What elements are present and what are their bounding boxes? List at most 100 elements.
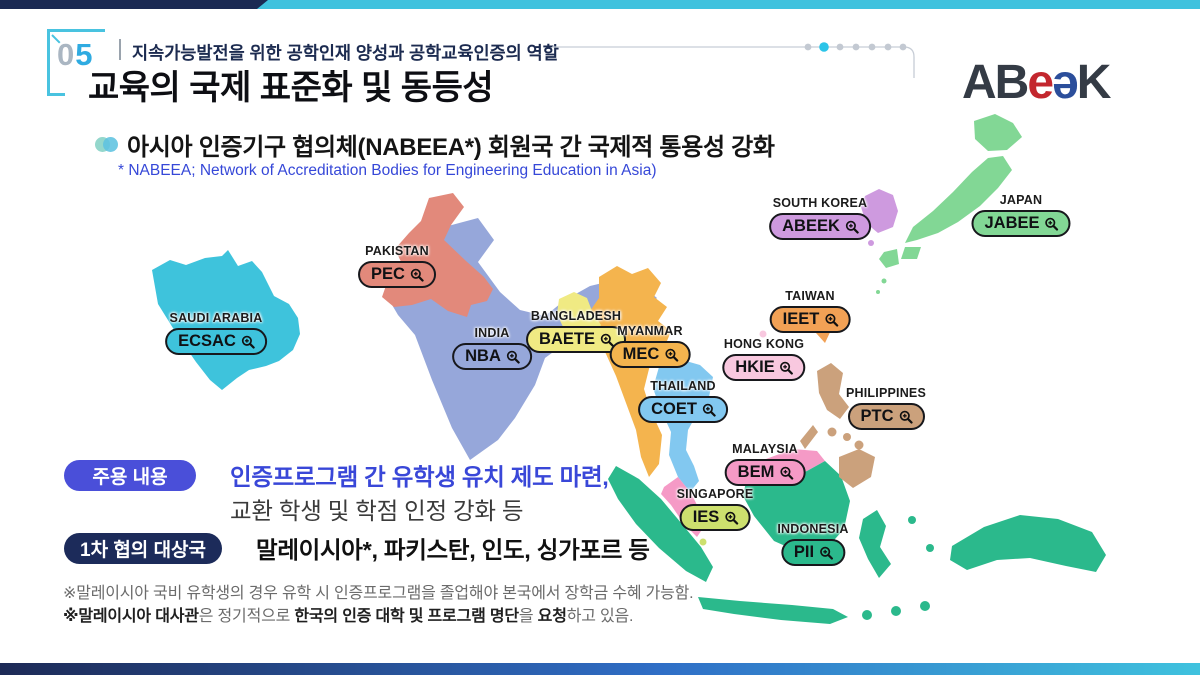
dotted-line-decoration	[552, 42, 915, 78]
country-shape-saudi-arabia	[152, 250, 300, 390]
country-philippines: PHILIPPINES PTC	[846, 386, 926, 430]
country-saudi-arabia: SAUDI ARABIA ECSAC	[165, 311, 267, 355]
zoom-in-icon	[845, 220, 859, 234]
country-hong-kong: HONG KONG HKIE	[722, 337, 806, 381]
country-thailand: THAILAND COET	[638, 379, 728, 423]
accreditation-pill-saudi-arabia[interactable]: ECSAC	[165, 328, 267, 355]
bracket-decoration	[47, 29, 50, 96]
country-shape-indonesia-island	[926, 544, 934, 552]
country-shape-philippines-palawan	[800, 425, 818, 449]
country-shape-philippines-island	[854, 440, 864, 450]
accreditation-org-name: PTC	[860, 407, 894, 425]
country-label-south-korea: SOUTH KOREA	[772, 196, 868, 210]
callout-0: 주용 내용 인증프로그램 간 유학생 유치 제도 마련, 교환 학생 및 학점 인정…	[64, 460, 609, 528]
accreditation-org-name: ECSAC	[178, 332, 236, 350]
accreditation-pill-malaysia[interactable]: BEM	[724, 459, 806, 486]
country-label-taiwan: TAIWAN	[785, 289, 835, 303]
bottom-bar	[0, 663, 1200, 675]
accreditation-org-name: BEM	[737, 463, 775, 481]
zoom-in-icon	[725, 511, 738, 525]
country-myanmar: MYANMAR MEC	[609, 324, 691, 368]
footnote-1: ※말레이시아 대사관은 정기적으로 한국의 인증 대학 및 프로그램 명단을 요…	[63, 607, 634, 625]
callout-text: 교환 학생 및 학점 인정 강화 등	[230, 498, 524, 524]
callout-text: 인증프로그램 간 유학생 유치 제도 마련,	[230, 464, 609, 490]
accreditation-pill-singapore[interactable]: IES	[679, 504, 751, 531]
country-shape-indonesia-sulawesi	[859, 510, 891, 578]
country-singapore: SINGAPORE IES	[677, 487, 754, 531]
top-bar-accent	[0, 0, 1200, 9]
accreditation-pill-thailand[interactable]: COET	[638, 396, 728, 423]
country-japan: JAPAN JABEE	[971, 193, 1071, 237]
country-shape-indonesia-island	[862, 610, 872, 620]
accreditation-org-name: NBA	[465, 347, 501, 365]
country-pakistan: PAKISTAN PEC	[358, 244, 436, 288]
zoom-in-icon	[899, 410, 913, 424]
accreditation-pill-bangladesh[interactable]: BAETE	[526, 326, 626, 353]
bracket-decoration	[47, 29, 105, 32]
nabeea-footnote: * NABEEA; Network of Accreditation Bodie…	[118, 162, 657, 179]
country-shape-indonesia-papua	[950, 515, 1106, 572]
country-shape-indonesia-sumatra	[608, 466, 713, 582]
country-label-indonesia: INDONESIA	[777, 522, 849, 536]
country-shape-indonesia-island	[920, 601, 930, 611]
zoom-in-icon	[600, 333, 614, 347]
zoom-in-icon	[506, 350, 520, 364]
bracket-decoration	[47, 93, 65, 96]
country-shape-philippines-mindanao	[839, 449, 875, 488]
zoom-in-icon	[241, 335, 255, 349]
zoom-in-icon	[1045, 217, 1059, 231]
country-shape-japan-honshu	[905, 156, 1012, 243]
accreditation-pill-hong-kong[interactable]: HKIE	[722, 354, 806, 381]
accreditation-pill-japan[interactable]: JABEE	[971, 210, 1071, 237]
accreditation-org-name: PII	[793, 543, 815, 561]
zoom-in-icon	[780, 466, 793, 480]
country-label-myanmar: MYANMAR	[617, 324, 683, 338]
subtitle-text: 아시아 인증기구 협의체(NABEEA*) 회원국 간 국제적 통용성 강화	[127, 134, 775, 161]
callout-badge: 주용 내용	[64, 460, 196, 491]
country-label-thailand: THAILAND	[650, 379, 716, 393]
country-shape-hong-kong	[759, 330, 767, 338]
country-bangladesh: BANGLADESH BAETE	[526, 309, 626, 353]
country-label-india: INDIA	[474, 326, 510, 340]
accreditation-org-name: BAETE	[539, 330, 595, 348]
country-malaysia: MALAYSIA BEM	[724, 442, 806, 486]
country-label-hong-kong: HONG KONG	[723, 337, 805, 351]
country-india: INDIA NBA	[452, 326, 532, 370]
country-label-pakistan: PAKISTAN	[365, 244, 429, 258]
footnotes: ※말레이시아 국비 유학생의 경우 유학 시 인증프로그램을 졸업해야 본국에서…	[63, 583, 694, 628]
zoom-in-icon	[410, 268, 424, 282]
accreditation-org-name: MEC	[622, 345, 660, 363]
top-bar-navy	[0, 0, 268, 9]
country-label-philippines: PHILIPPINES	[846, 386, 926, 400]
accreditation-org-name: HKIE	[735, 358, 775, 376]
country-taiwan: TAIWAN IEET	[769, 289, 851, 333]
country-shape-singapore	[699, 538, 707, 546]
country-south-korea: SOUTH KOREA ABEEK	[769, 196, 871, 240]
zoom-in-icon	[665, 348, 678, 362]
callout-badge: 1차 협의 대상국	[64, 533, 223, 564]
page-title: 교육의 국제 표준화 및 동등성	[88, 69, 494, 107]
accreditation-org-name: JABEE	[984, 214, 1040, 232]
slide-number: 05	[57, 37, 94, 72]
country-indonesia: INDONESIA PII	[777, 522, 848, 566]
zoom-in-icon	[780, 361, 794, 375]
country-shape-japan-kyushu	[879, 249, 899, 268]
country-label-bangladesh: BANGLADESH	[530, 309, 622, 323]
country-shape-philippines-island	[827, 427, 837, 437]
country-shape-south-korea-jeju	[868, 240, 874, 246]
country-shape-japan-hokkaido	[974, 114, 1022, 151]
zoom-in-icon	[825, 313, 838, 327]
accreditation-pill-south-korea[interactable]: ABEEK	[769, 213, 871, 240]
country-shape-japan-island	[881, 278, 887, 284]
accreditation-pill-pakistan[interactable]: PEC	[358, 261, 436, 288]
accreditation-pill-india[interactable]: NBA	[452, 343, 532, 370]
accreditation-pill-indonesia[interactable]: PII	[780, 539, 846, 566]
accreditation-pill-taiwan[interactable]: IEET	[769, 306, 851, 333]
country-shape-philippines-island	[843, 433, 851, 441]
accreditation-pill-philippines[interactable]: PTC	[847, 403, 925, 430]
country-shape-myanmar	[590, 266, 671, 477]
accreditation-org-name: ABEEK	[782, 217, 840, 235]
country-label-saudi-arabia: SAUDI ARABIA	[169, 311, 263, 325]
accreditation-pill-myanmar[interactable]: MEC	[609, 341, 691, 368]
